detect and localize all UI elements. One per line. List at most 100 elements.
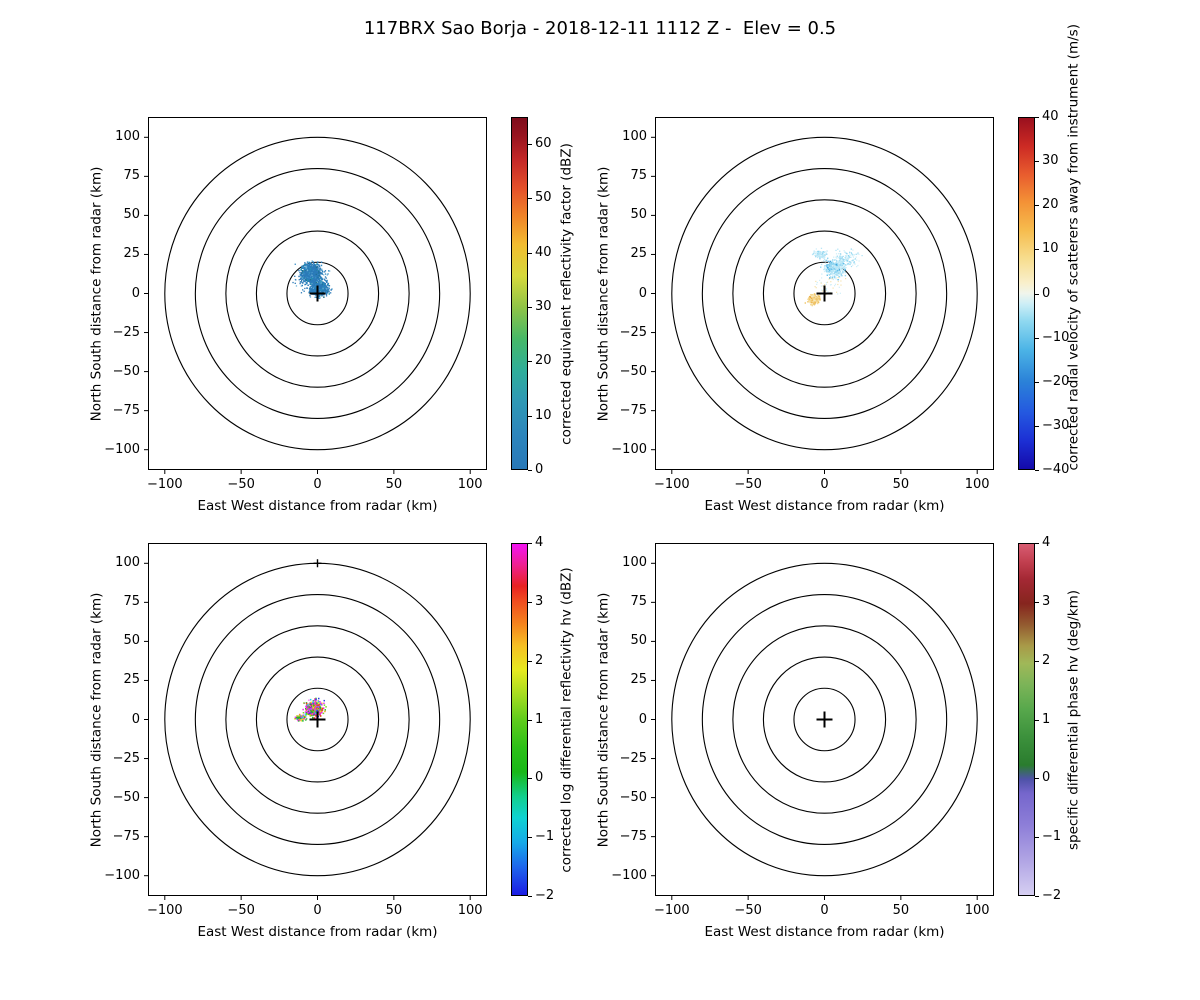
colorbar-tick xyxy=(1035,896,1039,897)
y-tick-label: −25 xyxy=(112,750,140,766)
x-axis-label: East West distance from radar (km) xyxy=(197,498,438,514)
x-tick-label: −50 xyxy=(734,903,762,918)
colorbar-specific-differential-phase xyxy=(1018,543,1035,896)
y-tick-label: −75 xyxy=(619,828,647,844)
colorbar-tick-label: 40 xyxy=(1042,109,1059,124)
colorbar-tick-label: 30 xyxy=(1042,153,1059,169)
colorbar-tick xyxy=(1035,660,1039,662)
axes-frame xyxy=(655,117,994,470)
y-tick-label: 50 xyxy=(630,207,647,223)
x-tick-label: 100 xyxy=(964,903,990,918)
x-tick-label: 100 xyxy=(457,903,483,918)
x-tick-label: −100 xyxy=(146,477,183,492)
colorbar-tick-label: 10 xyxy=(535,407,552,423)
radar-center-marker xyxy=(309,285,326,302)
y-tick-label: −75 xyxy=(112,828,140,844)
x-tick-label: −100 xyxy=(653,477,690,492)
y-tick-label: −100 xyxy=(611,867,647,883)
echo-cluster-1 xyxy=(294,713,308,722)
x-tick-label: 50 xyxy=(385,903,403,918)
colorbar-tick xyxy=(528,778,532,780)
colorbar-tick xyxy=(1035,543,1039,544)
x-axis-label: East West distance from radar (km) xyxy=(197,924,438,940)
colorbar-tick xyxy=(528,361,532,363)
echo-cluster-1 xyxy=(811,247,828,260)
x-axis-label: East West distance from radar (km) xyxy=(704,924,945,940)
colorbar-tick-label: 40 xyxy=(535,244,552,260)
colorbar-tick-label: 20 xyxy=(1042,197,1059,213)
extra-marker xyxy=(313,559,322,568)
echo-cluster-2 xyxy=(832,248,863,269)
x-tick-label: 50 xyxy=(892,903,910,918)
x-tick-label: 100 xyxy=(457,477,483,492)
plot-area-velocity xyxy=(651,117,994,474)
x-tick-label: −100 xyxy=(653,903,690,918)
y-tick-label: −50 xyxy=(619,363,647,379)
colorbar-tick-label: 20 xyxy=(535,353,552,369)
range-ring-80km xyxy=(701,593,948,846)
range-ring-60km xyxy=(225,625,410,814)
figure-title: 117BRX Sao Borja - 2018-12-11 1112 Z - E… xyxy=(363,18,837,39)
range-ring-60km xyxy=(732,625,917,814)
colorbar-tick-label: 3 xyxy=(1042,593,1051,609)
y-tick-label: 25 xyxy=(630,246,647,262)
colorbar-tick xyxy=(1035,778,1039,780)
echo-cluster-2 xyxy=(292,263,333,298)
axes-frame xyxy=(148,543,487,896)
y-axis-label: North South distance from radar (km) xyxy=(595,592,611,847)
colorbar-tick-label: −40 xyxy=(1042,462,1070,477)
y-tick-label: −100 xyxy=(104,867,140,883)
axes-frame xyxy=(148,117,487,470)
colorbar-tick-label: −10 xyxy=(1042,329,1070,345)
x-tick-label: −50 xyxy=(227,903,255,918)
colorbar-tick xyxy=(1035,205,1039,207)
colorbar-tick-label: 2 xyxy=(535,652,544,668)
x-tick-label: −50 xyxy=(227,477,255,492)
colorbar-tick xyxy=(528,415,532,417)
colorbar-tick-label: 1 xyxy=(535,711,544,727)
range-ring-80km xyxy=(701,167,948,420)
x-tick-label: 50 xyxy=(892,477,910,492)
colorbar-tick-label: 4 xyxy=(535,535,544,550)
colorbar-tick xyxy=(528,896,532,897)
colorbar-velocity xyxy=(1018,117,1035,470)
colorbar-tick xyxy=(1035,293,1039,295)
colorbar-tick xyxy=(528,601,532,603)
y-tick-label: −50 xyxy=(112,789,140,805)
colorbar-tick-label: 2 xyxy=(1042,652,1051,668)
plot-area-reflectivity xyxy=(144,117,487,474)
range-ring-40km xyxy=(762,656,887,783)
echo-cluster-0 xyxy=(820,257,849,281)
colorbar-tick xyxy=(528,719,532,721)
y-tick-label: 75 xyxy=(630,594,647,610)
x-axis-label: East West distance from radar (km) xyxy=(704,498,945,514)
y-tick-label: 75 xyxy=(123,168,140,184)
range-ring-60km xyxy=(225,199,410,388)
colorbar-tick-label: 0 xyxy=(535,770,544,786)
colorbar-tick xyxy=(1035,249,1039,251)
echo-cluster-0 xyxy=(302,697,327,720)
colorbar-tick xyxy=(528,837,532,839)
colorbar-tick xyxy=(528,307,532,309)
radar-center-marker xyxy=(309,711,326,728)
range-ring-40km xyxy=(255,656,380,783)
y-tick-label: 25 xyxy=(123,672,140,688)
colorbar-tick xyxy=(528,543,532,544)
x-tick-label: −50 xyxy=(734,477,762,492)
y-axis-label: North South distance from radar (km) xyxy=(88,166,104,421)
y-tick-label: 0 xyxy=(131,711,140,727)
colorbar-tick-label: −20 xyxy=(1042,373,1070,389)
colorbar-reflectivity xyxy=(511,117,528,470)
y-tick-label: 100 xyxy=(622,129,647,145)
colorbar-label-reflectivity: corrected equivalent reflectivity factor… xyxy=(558,142,574,445)
y-tick-label: −50 xyxy=(619,789,647,805)
colorbar-label-specific-differential-phase: specific differential phase hv (deg/km) xyxy=(1065,589,1081,850)
colorbar-tick xyxy=(1035,470,1039,471)
plot-area-differential-reflectivity xyxy=(144,543,487,900)
y-tick-label: −75 xyxy=(112,402,140,418)
colorbar-tick-label: 0 xyxy=(1042,285,1051,301)
x-tick-label: 0 xyxy=(820,477,829,492)
y-tick-label: −75 xyxy=(619,402,647,418)
x-tick-label: 0 xyxy=(313,903,322,918)
